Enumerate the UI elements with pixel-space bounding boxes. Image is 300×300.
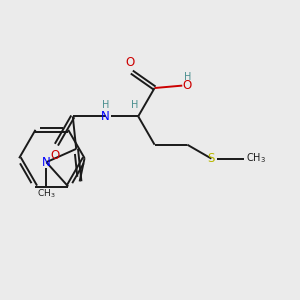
Text: H: H xyxy=(184,72,191,82)
Text: S: S xyxy=(208,152,215,165)
Text: H: H xyxy=(102,100,109,110)
Text: CH$_3$: CH$_3$ xyxy=(37,188,56,200)
Text: O: O xyxy=(50,148,59,162)
Text: CH$_3$: CH$_3$ xyxy=(246,152,266,166)
Text: N: N xyxy=(101,110,110,123)
Text: O: O xyxy=(182,79,191,92)
Text: N: N xyxy=(42,156,51,169)
Text: O: O xyxy=(125,56,135,70)
Text: H: H xyxy=(130,100,138,110)
